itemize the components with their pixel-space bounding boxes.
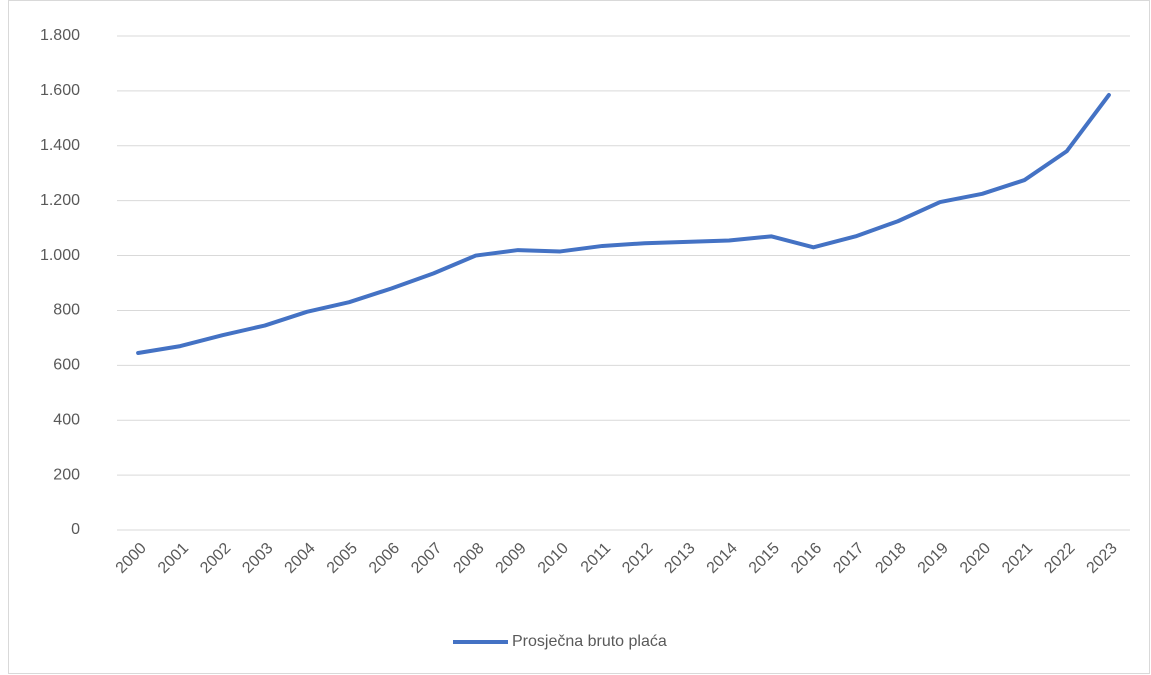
x-tick-label: 2014: [704, 540, 741, 577]
x-tick-label: 2015: [746, 540, 783, 577]
x-tick-label: 2007: [408, 540, 445, 577]
y-tick-label: 800: [53, 302, 80, 319]
x-tick-label: 2021: [999, 540, 1036, 577]
y-tick-label: 400: [53, 411, 80, 428]
y-tick-label: 1.800: [40, 27, 80, 44]
x-tick-label: 2017: [830, 540, 867, 577]
x-tick-label: 2009: [493, 540, 530, 577]
y-tick-label: 1.600: [40, 82, 80, 99]
x-tick-label: 2000: [113, 540, 150, 577]
x-tick-label: 2001: [155, 540, 192, 577]
x-tick-label: 2008: [450, 540, 487, 577]
x-tick-label: 2020: [957, 540, 994, 577]
x-tick-label: 2023: [1084, 540, 1121, 577]
x-tick-label: 2016: [788, 540, 825, 577]
x-tick-label: 2004: [282, 540, 319, 577]
y-tick-label: 0: [71, 521, 80, 538]
x-tick-label: 2002: [197, 540, 234, 577]
x-tick-label: 2022: [1041, 540, 1078, 577]
y-tick-label: 200: [53, 466, 80, 483]
x-tick-label: 2018: [872, 540, 909, 577]
legend-label: Prosječna bruto plaća: [512, 633, 667, 650]
data-line: [136, 93, 1111, 355]
y-tick-label: 1.200: [40, 192, 80, 209]
x-tick-label: 2019: [915, 540, 952, 577]
x-tick-label: 2012: [619, 540, 656, 577]
y-tick-label: 600: [53, 357, 80, 374]
x-tick-label: 2010: [535, 540, 572, 577]
y-tick-label: 1.000: [40, 247, 80, 264]
x-tick-label: 2011: [578, 540, 614, 576]
x-tick-label: 2006: [366, 540, 403, 577]
x-tick-label: 2003: [239, 540, 276, 577]
y-tick-label: 1.400: [40, 137, 80, 154]
x-tick-label: 2005: [324, 540, 361, 577]
chart-border: [8, 0, 1150, 674]
x-tick-label: 2013: [661, 540, 698, 577]
